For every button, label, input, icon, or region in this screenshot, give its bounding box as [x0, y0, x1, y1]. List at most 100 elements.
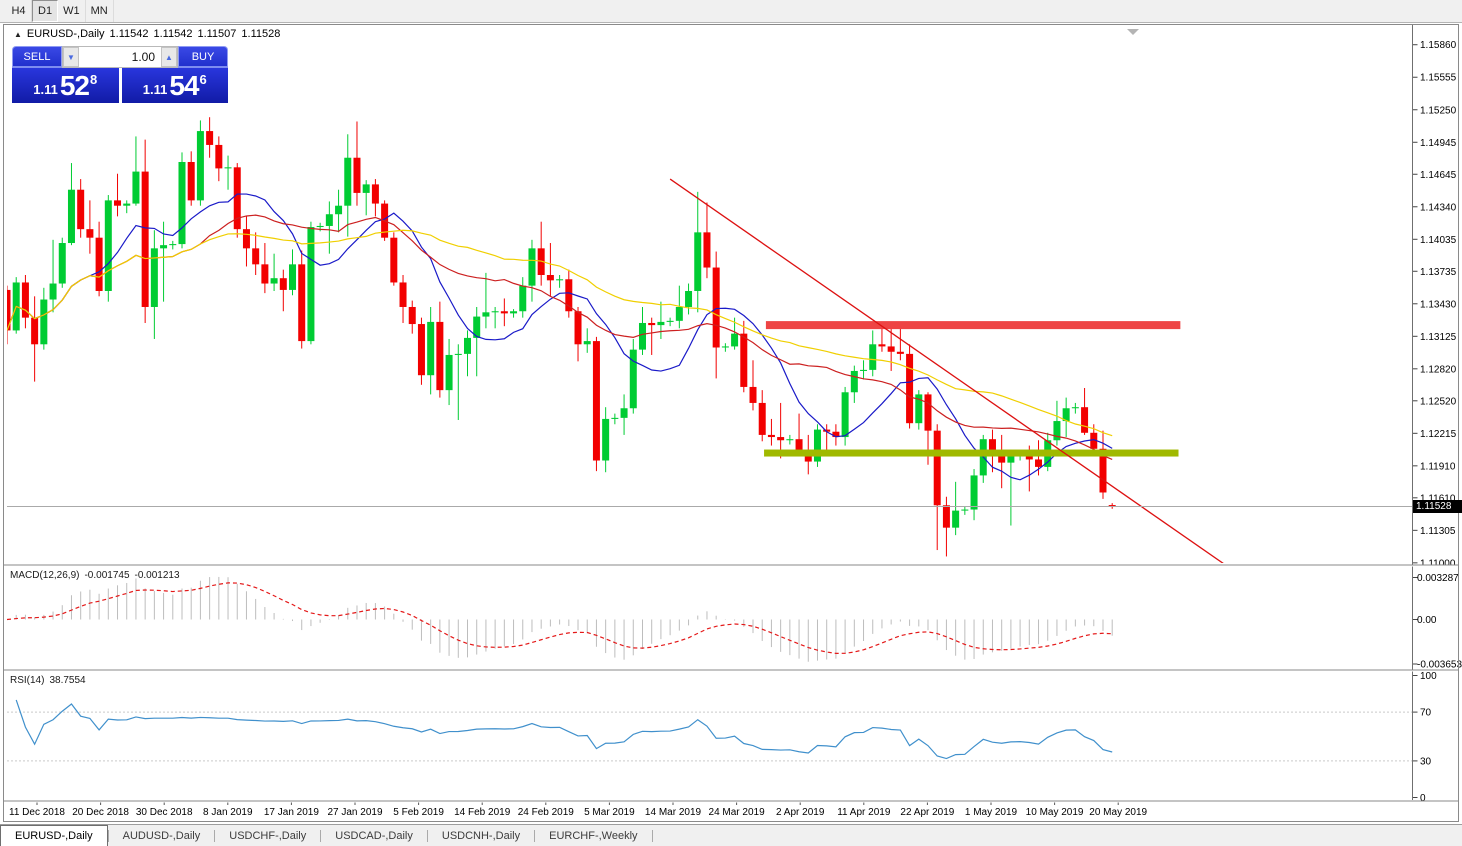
main-chart-layer	[7, 117, 1230, 568]
macd-signal-value: -0.001213	[134, 570, 180, 581]
svg-text:1.14035: 1.14035	[1420, 235, 1457, 246]
svg-text:24 Mar 2019: 24 Mar 2019	[709, 807, 766, 818]
tab-separator	[320, 829, 322, 842]
ohlc-high: 1.11542	[153, 28, 193, 40]
chart-tab-eurchf[interactable]: EURCHF-,Weekly	[549, 829, 638, 842]
svg-text:30 Dec 2018: 30 Dec 2018	[136, 807, 193, 818]
chart-symbol-label: EURUSD-,Daily	[26, 28, 105, 40]
chart-tab-audusd[interactable]: AUDUSD-,Daily	[122, 829, 201, 842]
chart-title: ▲ EURUSD-,Daily 1.11542 1.11542 1.11507 …	[14, 28, 280, 40]
volume-decrease-icon[interactable]: ▼	[63, 47, 79, 67]
svg-text:1 May 2019: 1 May 2019	[965, 807, 1018, 818]
buy-big-figure: 1.11	[142, 82, 168, 97]
sell-pips: 52	[59, 69, 90, 101]
svg-text:5 Feb 2019: 5 Feb 2019	[393, 807, 444, 818]
svg-text:11 Dec 2018: 11 Dec 2018	[9, 807, 65, 818]
svg-text:0.003287: 0.003287	[1417, 573, 1459, 584]
buy-pips: 54	[169, 69, 199, 101]
tab-separator	[651, 829, 653, 842]
svg-text:14 Feb 2019: 14 Feb 2019	[454, 807, 511, 818]
tab-separator	[426, 829, 428, 842]
svg-text:1.15860: 1.15860	[1420, 40, 1457, 51]
svg-text:1.12520: 1.12520	[1420, 396, 1457, 407]
svg-text:1.12820: 1.12820	[1420, 364, 1457, 375]
tab-separator	[107, 829, 109, 842]
svg-text:1.14645: 1.14645	[1420, 170, 1457, 181]
chart-tab-usdchf[interactable]: USDCHF-,Daily	[229, 829, 307, 842]
svg-text:0: 0	[1420, 793, 1426, 804]
support-band[interactable]	[764, 449, 1179, 457]
tab-separator	[534, 829, 536, 842]
svg-text:5 Mar 2019: 5 Mar 2019	[584, 807, 635, 818]
volume-increase-icon[interactable]: ▲	[161, 47, 177, 67]
sell-pipette: 8	[90, 72, 98, 87]
timeframe-button-w1[interactable]: W1	[58, 0, 86, 22]
svg-text:17 Jan 2019: 17 Jan 2019	[264, 807, 319, 818]
current-price-tag: 1.11528	[1413, 500, 1462, 513]
one-click-trading-panel: SELL ▼ ▲ BUY 1.11 52 8 1.11 54 6	[12, 46, 228, 103]
svg-text:1.14945: 1.14945	[1420, 138, 1457, 149]
macd-layer	[7, 576, 1113, 662]
rsi-name: RSI(14)	[10, 675, 45, 686]
chart-tab-usdcad[interactable]: USDCAD-,Daily	[335, 829, 413, 842]
svg-text:20 May 2019: 20 May 2019	[1089, 807, 1147, 818]
sell-button[interactable]: SELL	[12, 46, 62, 68]
svg-text:1.11000: 1.11000	[1420, 558, 1456, 569]
resistance-band[interactable]	[765, 321, 1181, 330]
svg-text:1.11610: 1.11610	[1420, 493, 1456, 504]
descending-trendline[interactable]	[669, 178, 1230, 568]
timeframe-button-d1[interactable]: D1	[32, 0, 59, 22]
svg-text:11 Apr 2019: 11 Apr 2019	[837, 807, 891, 818]
svg-text:1.11305: 1.11305	[1420, 526, 1456, 537]
buy-price-button[interactable]: 1.11 54 6	[121, 68, 228, 103]
svg-text:30: 30	[1420, 756, 1432, 767]
svg-text:1.13125: 1.13125	[1420, 332, 1457, 343]
svg-text:-0.003653: -0.003653	[1417, 660, 1462, 671]
tab-separator	[214, 829, 216, 842]
svg-text:2 Apr 2019: 2 Apr 2019	[776, 807, 825, 818]
svg-text:1.14340: 1.14340	[1420, 202, 1457, 213]
svg-text:1.11910: 1.11910	[1420, 461, 1456, 472]
svg-text:27 Jan 2019: 27 Jan 2019	[327, 807, 382, 818]
ma-mid-line	[7, 214, 1113, 460]
volume-stepper: ▼ ▲	[62, 46, 178, 68]
svg-text:1.13430: 1.13430	[1420, 299, 1457, 310]
sell-big-figure: 1.11	[33, 82, 58, 97]
buy-button[interactable]: BUY	[178, 46, 228, 68]
svg-text:70: 70	[1420, 708, 1432, 719]
ohlc-low: 1.11507	[197, 28, 237, 40]
svg-text:1.13735: 1.13735	[1420, 267, 1457, 278]
ma-fast-line	[7, 193, 1113, 481]
timeframe-button-h4[interactable]: H4	[6, 0, 32, 22]
svg-text:22 Apr 2019: 22 Apr 2019	[900, 807, 954, 818]
chart-tab-bar: EURUSD-,Daily AUDUSD-,Daily USDCHF-,Daily U…	[0, 824, 1462, 846]
timeframe-toolbar: H4 D1 W1 MN	[0, 0, 1462, 23]
macd-main-value: -0.001745	[84, 570, 130, 581]
volume-input[interactable]	[79, 47, 161, 67]
svg-text:1.15250: 1.15250	[1420, 105, 1457, 116]
timeframe-button-mn[interactable]: MN	[86, 0, 114, 22]
svg-text:0.00: 0.00	[1417, 615, 1437, 626]
svg-text:8 Jan 2019: 8 Jan 2019	[203, 807, 253, 818]
ohlc-open: 1.11542	[109, 28, 149, 40]
svg-text:10 May 2019: 10 May 2019	[1026, 807, 1084, 818]
buy-pipette: 6	[199, 72, 207, 87]
rsi-indicator-label: RSI(14) 38.7554	[10, 675, 86, 686]
svg-text:14 Mar 2019: 14 Mar 2019	[645, 807, 702, 818]
svg-text:24 Feb 2019: 24 Feb 2019	[518, 807, 575, 818]
ma-slow-line	[7, 229, 1113, 437]
svg-text:20 Dec 2018: 20 Dec 2018	[72, 807, 129, 818]
ohlc-close: 1.11528	[241, 28, 281, 40]
chart-shift-marker-icon	[1127, 29, 1139, 35]
macd-signal-line	[7, 582, 1113, 654]
chart-tab-usdcnh[interactable]: USDCNH-,Daily	[441, 829, 521, 842]
macd-indicator-label: MACD(12,26,9) -0.001745 -0.001213	[10, 570, 180, 581]
sell-price-button[interactable]: 1.11 52 8	[12, 68, 119, 103]
trade-panel-collapse-icon[interactable]: ▲	[14, 29, 22, 39]
rsi-value: 38.7554	[49, 675, 86, 686]
svg-text:1.15555: 1.15555	[1420, 73, 1457, 84]
chart-tab-eurusd[interactable]: EURUSD-,Daily	[0, 825, 108, 846]
rsi-line	[15, 699, 1113, 760]
